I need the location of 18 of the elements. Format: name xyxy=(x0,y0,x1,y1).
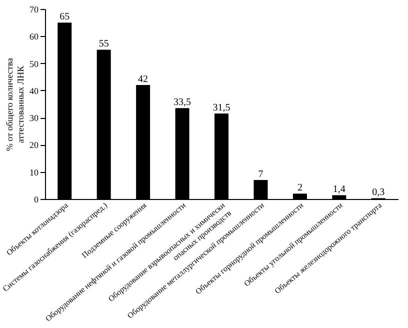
data-label: 42 xyxy=(138,74,148,85)
y-axis-title: % от общего количества аттестованных ЛНК xyxy=(4,58,26,151)
y-tick-label: 20 xyxy=(30,140,39,150)
data-label: 2 xyxy=(297,182,302,194)
y-tick-label: 0 xyxy=(34,194,39,204)
data-label: 7 xyxy=(258,169,264,180)
y-tick-label: 30 xyxy=(30,113,39,124)
y-tick-label: 60 xyxy=(30,32,39,42)
data-label: 31,5 xyxy=(212,102,230,114)
y-tick-label: 70 xyxy=(30,4,39,14)
y-tick-label: 10 xyxy=(30,167,39,178)
y-tick-label: 50 xyxy=(30,58,39,69)
data-label: 0,3 xyxy=(372,187,385,198)
data-label: 33,5 xyxy=(174,97,192,108)
data-label: 1,4 xyxy=(332,184,346,196)
y-tick-label: 40 xyxy=(30,86,39,96)
data-label: 65 xyxy=(60,12,70,23)
data-label: 55 xyxy=(98,38,109,50)
